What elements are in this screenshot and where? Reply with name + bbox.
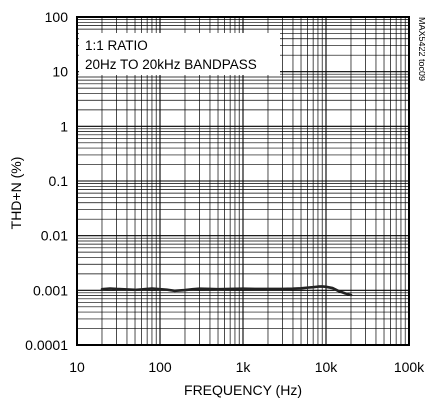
y-tick-label: 100	[45, 9, 69, 25]
x-tick-label: 100	[148, 359, 172, 375]
annotation-box: 1:1 RATIO 20Hz TO 20kHz BANDPASS	[79, 33, 280, 75]
series-line-thd-n	[100, 285, 353, 297]
x-axis-ticks: 10 100 1k 10k 100k	[69, 359, 425, 375]
x-axis-title: FREQUENCY (Hz)	[184, 382, 302, 398]
y-tick-label: 0.0001	[25, 337, 68, 353]
x-tick-label: 1k	[236, 359, 252, 375]
plot-frame	[76, 16, 410, 346]
figure-code-watermark: MAX5422 toc09	[417, 17, 425, 81]
x-tick-label: 10k	[315, 359, 339, 375]
x-tick-label: 100k	[394, 359, 425, 375]
y-axis-title: THD+N (%)	[8, 157, 24, 230]
y-tick-label: 0.01	[41, 228, 68, 244]
x-tick-label: 10	[69, 359, 85, 375]
annotation-bandpass: 20Hz TO 20kHz BANDPASS	[85, 57, 257, 72]
y-tick-label: 1	[60, 118, 68, 134]
y-tick-label: 10	[52, 64, 68, 80]
y-tick-label: 0.1	[49, 173, 69, 189]
y-axis-ticks: 100 10 1 0.1 0.01 0.001 0.0001	[25, 9, 68, 353]
series-layer	[100, 285, 353, 297]
annotation-ratio: 1:1 RATIO	[85, 38, 148, 53]
y-tick-label: 0.001	[33, 282, 68, 298]
